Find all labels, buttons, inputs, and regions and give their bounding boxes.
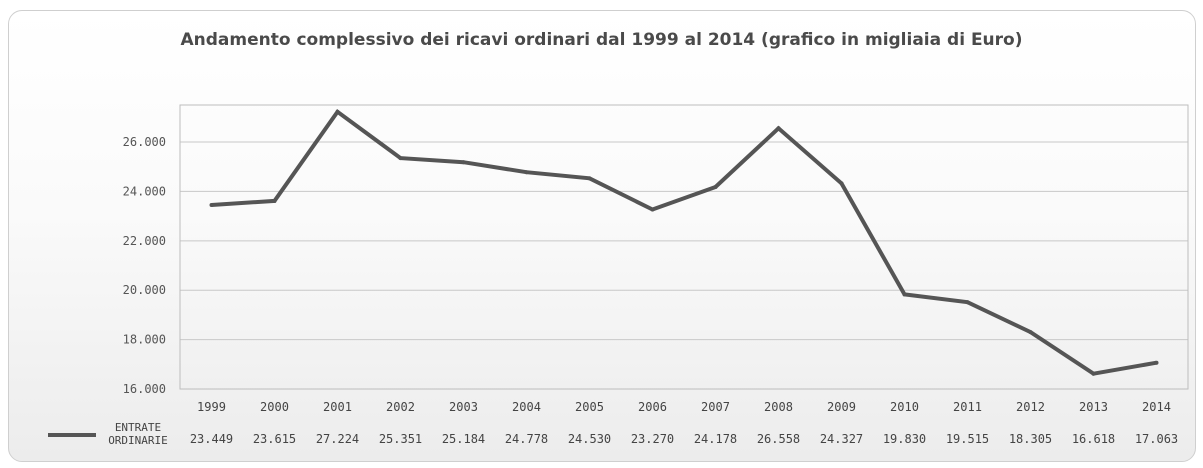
- data-point: [965, 300, 970, 305]
- data-table-value: 19.515: [946, 432, 989, 446]
- data-table-value: 23.449: [190, 432, 233, 446]
- data-point: [1154, 360, 1159, 365]
- y-tick-label: 22.000: [123, 234, 166, 248]
- y-tick-label: 16.000: [123, 382, 166, 396]
- data-point: [398, 156, 403, 161]
- x-category-label: 2007: [701, 400, 730, 414]
- data-point: [335, 109, 340, 114]
- x-category-label: 2010: [890, 400, 919, 414]
- x-category-label: 2013: [1079, 400, 1108, 414]
- data-point: [839, 181, 844, 186]
- chart-panel: [8, 10, 1196, 462]
- data-point: [650, 207, 655, 212]
- x-category-label: 2005: [575, 400, 604, 414]
- x-category-label: 2008: [764, 400, 793, 414]
- data-table-value: 24.530: [568, 432, 611, 446]
- series-line-entrate-ordinarie: [211, 108, 1157, 376]
- data-point: [1028, 330, 1033, 335]
- legend-series-label: ENTRATE: [115, 421, 161, 434]
- y-tick-label: 26.000: [123, 135, 166, 149]
- data-table-value: 24.327: [820, 432, 863, 446]
- x-category-label: 2000: [260, 400, 289, 414]
- x-category-label: 2006: [638, 400, 667, 414]
- data-table-value: 24.778: [505, 432, 548, 446]
- x-category-label: 2003: [449, 400, 478, 414]
- data-table-value: 25.351: [379, 432, 422, 446]
- x-category-label: 2011: [953, 400, 982, 414]
- data-point: [1091, 371, 1096, 376]
- chart-title: Andamento complessivo dei ricavi ordinar…: [180, 30, 1023, 50]
- data-table-value: 26.558: [757, 432, 800, 446]
- x-category-label: 2009: [827, 400, 856, 414]
- legend-series-label: ORDINARIE: [108, 434, 168, 447]
- data-point: [272, 198, 277, 203]
- y-tick-label: 20.000: [123, 283, 166, 297]
- data-table-value: 25.184: [442, 432, 485, 446]
- x-category-label: 2001: [323, 400, 352, 414]
- data-table-value: 23.270: [631, 432, 674, 446]
- data-point: [902, 292, 907, 297]
- y-tick-label: 24.000: [123, 184, 166, 198]
- x-category-label: 2014: [1142, 400, 1171, 414]
- data-table-value: 27.224: [316, 432, 359, 446]
- data-table-value: 17.063: [1135, 432, 1178, 446]
- y-tick-label: 18.000: [123, 333, 166, 347]
- x-category-label: 2012: [1016, 400, 1045, 414]
- data-table-value: 19.830: [883, 432, 926, 446]
- data-point: [461, 160, 466, 165]
- data-point: [776, 126, 781, 131]
- data-table-value: 23.615: [253, 432, 296, 446]
- data-table-value: 18.305: [1009, 432, 1052, 446]
- x-category-label: 2002: [386, 400, 415, 414]
- data-point: [587, 176, 592, 181]
- data-point: [713, 185, 718, 190]
- x-category-label: 1999: [197, 400, 226, 414]
- data-point: [209, 203, 214, 208]
- data-table-value: 16.618: [1072, 432, 1115, 446]
- x-category-label: 2004: [512, 400, 541, 414]
- plot-area-frame: [179, 104, 1189, 390]
- data-point: [524, 170, 529, 175]
- data-table-value: 24.178: [694, 432, 737, 446]
